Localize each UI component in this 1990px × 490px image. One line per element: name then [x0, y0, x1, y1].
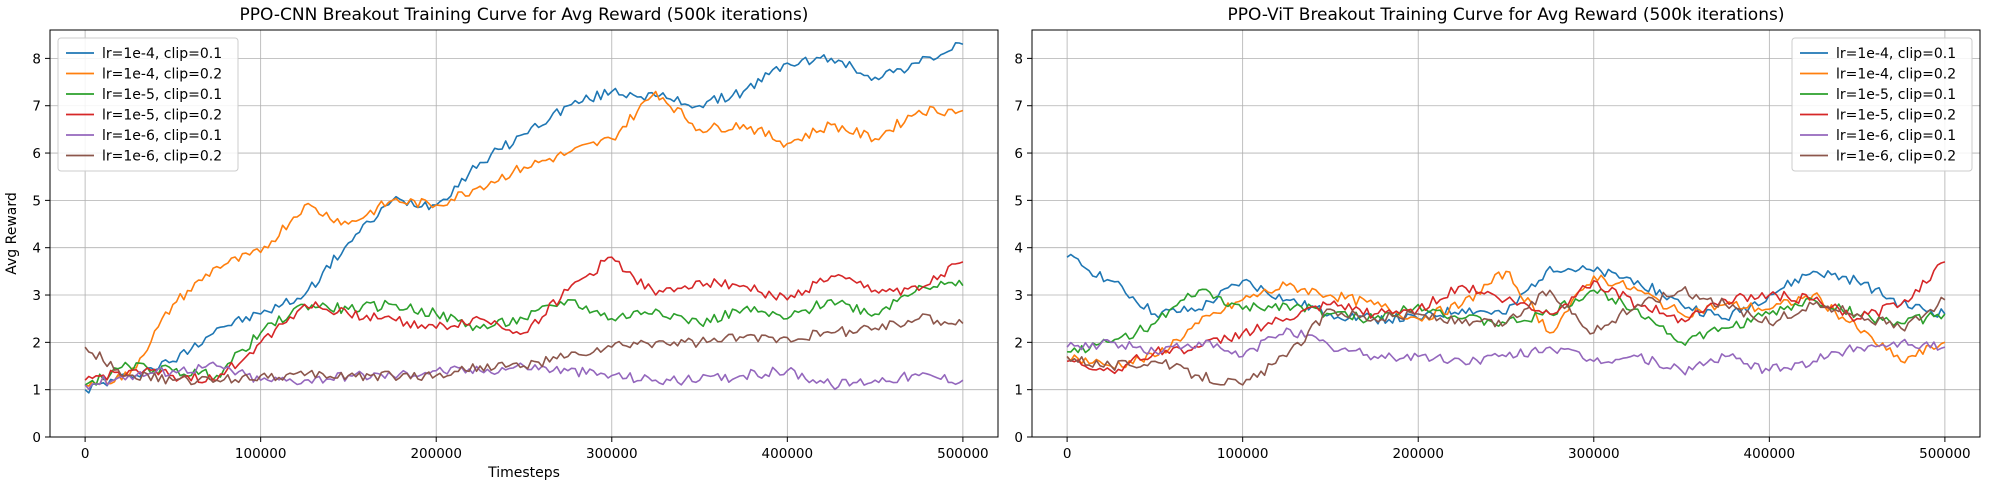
plot-frame: [49, 29, 999, 438]
y-tick-label: 7: [1014, 99, 1023, 115]
x-tick-label: 0: [81, 446, 90, 462]
y-tick-label: 8: [32, 51, 41, 67]
x-tick-label: 200000: [1392, 446, 1444, 462]
y-tick-label: 2: [32, 335, 41, 351]
y-tick-label: 3: [1014, 288, 1023, 304]
y-tick-label: 5: [1014, 193, 1023, 209]
y-tick-label: 1: [32, 383, 41, 399]
x-tick-label: 200000: [410, 446, 462, 462]
y-tick-label: 8: [1014, 51, 1023, 67]
y-axis-label: Avg Reward: [4, 192, 20, 275]
series-line-6: [1066, 286, 1946, 386]
legend-entry: lr=1e-5, clip=0.2: [102, 108, 222, 124]
legend: lr=1e-4, clip=0.1 lr=1e-4, clip=0.2 lr=1e-…: [1791, 37, 1973, 172]
y-tick-label: 4: [1014, 241, 1023, 257]
legend: lr=1e-4, clip=0.1 lr=1e-4, clip=0.2 lr=1e-…: [57, 37, 239, 172]
y-tick-label: 4: [32, 241, 41, 257]
series-line-6: [84, 313, 964, 386]
legend-box: [57, 37, 239, 172]
x-tick-label: 400000: [762, 446, 814, 462]
y-tick-label: 6: [32, 146, 41, 162]
chart-1: 0 100000 200000 300000 400000 500000 0 1 2 3 4 5 6 7 8…: [4, 5, 999, 481]
x-tick-label: 300000: [1568, 446, 1620, 462]
x-tick-label: 500000: [1919, 446, 1971, 462]
legend-entry: lr=1e-6, clip=0.1: [1836, 128, 1956, 144]
y-tick-label: 3: [32, 288, 41, 304]
legend-entry: lr=1e-4, clip=0.2: [1836, 67, 1956, 83]
legend-entry: lr=1e-6, clip=0.2: [1836, 149, 1956, 165]
x-tick-label: 0: [1063, 446, 1072, 462]
series-line-4: [84, 256, 964, 384]
y-tick-label: 7: [32, 99, 41, 115]
legend-entry: lr=1e-5, clip=0.1: [102, 87, 222, 103]
legend-entry: lr=1e-5, clip=0.1: [1836, 87, 1956, 103]
legend-entry: lr=1e-6, clip=0.1: [102, 128, 222, 144]
chart-title: PPO-ViT Breakout Training Curve for Avg …: [1228, 5, 1785, 25]
series-line-1: [84, 42, 964, 394]
legend-entry: lr=1e-5, clip=0.2: [1836, 108, 1956, 124]
x-tick-label: 100000: [1217, 446, 1269, 462]
x-axis-label: Timesteps: [487, 465, 560, 481]
series-line-2: [1066, 270, 1946, 370]
x-tick-label: 300000: [586, 446, 638, 462]
x-tick-label: 400000: [1744, 446, 1796, 462]
series-line-1: [1066, 253, 1946, 325]
y-tick-label: 1: [1014, 383, 1023, 399]
x-tick-label: 100000: [235, 446, 287, 462]
y-tick-label: 5: [32, 193, 41, 209]
legend-entry: lr=1e-4, clip=0.2: [102, 67, 222, 83]
series-line-2: [84, 90, 964, 387]
y-tick-label: 6: [1014, 146, 1023, 162]
series-line-5: [1066, 327, 1946, 376]
y-tick-label: 0: [32, 430, 41, 446]
y-tick-label: 0: [1014, 430, 1023, 446]
plot-frame: [1031, 29, 1981, 438]
legend-box: [1791, 37, 1973, 172]
x-tick-label: 500000: [937, 446, 989, 462]
series-line-4: [1066, 261, 1946, 375]
legend-entry: lr=1e-6, clip=0.2: [102, 149, 222, 165]
chart-title: PPO-CNN Breakout Training Curve for Avg …: [240, 5, 809, 25]
y-tick-label: 2: [1014, 335, 1023, 351]
chart-2: 0 100000 200000 300000 400000 500000 0 1 2 3 4 5 6 7 8…: [1014, 5, 1981, 462]
legend-entry: lr=1e-4, clip=0.1: [102, 46, 222, 62]
legend-entry: lr=1e-4, clip=0.1: [1836, 46, 1956, 62]
